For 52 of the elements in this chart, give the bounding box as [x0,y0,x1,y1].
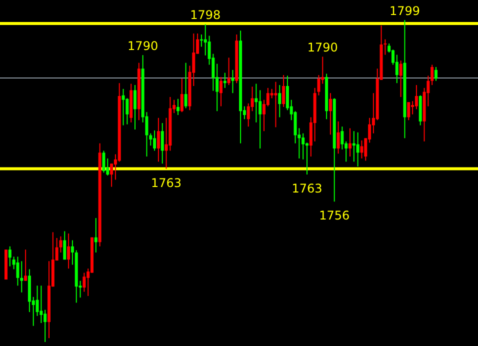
candlestick [220,76,222,107]
candlestick [44,309,47,342]
annotation: 1798 [190,8,221,22]
candlestick [395,54,398,84]
annotation: 1763 [292,182,322,196]
candlestick [414,84,418,110]
candlestick [67,232,70,270]
candlestick [70,240,74,266]
candlestick [286,75,289,111]
candlestick [102,150,106,174]
annotation: 1790 [307,40,338,55]
candlestick [8,246,12,267]
annotation: 1790 [128,39,158,54]
annotation: 1799 [389,4,420,18]
candlestick [254,83,258,123]
candlestick [94,218,98,253]
candlestick [336,120,340,154]
candlestick [156,117,160,162]
candlestick [20,260,24,293]
candlestick [328,92,332,136]
candlestick [153,130,156,152]
candlestick [231,69,234,94]
candlestick [434,66,438,82]
candlestick [407,102,410,121]
candlestick [340,126,344,150]
candlestick [63,230,66,260]
candlestick [184,62,188,109]
candlestick [122,88,125,126]
candlestick [399,60,402,98]
candlestick [149,132,152,146]
candlestick [282,74,286,108]
candlestick [258,90,262,149]
candlestick [160,122,164,164]
candlestick [356,132,360,168]
annotation: 1763 [151,176,182,190]
candlestick [204,24,207,56]
candlestick [348,128,352,158]
candlestick [176,98,180,116]
candlestick [278,84,282,118]
candlestick [360,140,364,159]
candlestick [430,64,434,86]
candlestick [24,249,28,282]
candlestick [180,78,184,113]
candlestick [40,285,43,324]
candlestick [110,163,114,188]
candlestick [302,132,305,160]
candlestick [134,84,136,130]
annotation: 1756 [319,208,350,223]
candlestick [16,256,20,286]
candlestick [227,57,230,86]
candlestick [274,81,278,128]
candlestick [82,272,86,292]
